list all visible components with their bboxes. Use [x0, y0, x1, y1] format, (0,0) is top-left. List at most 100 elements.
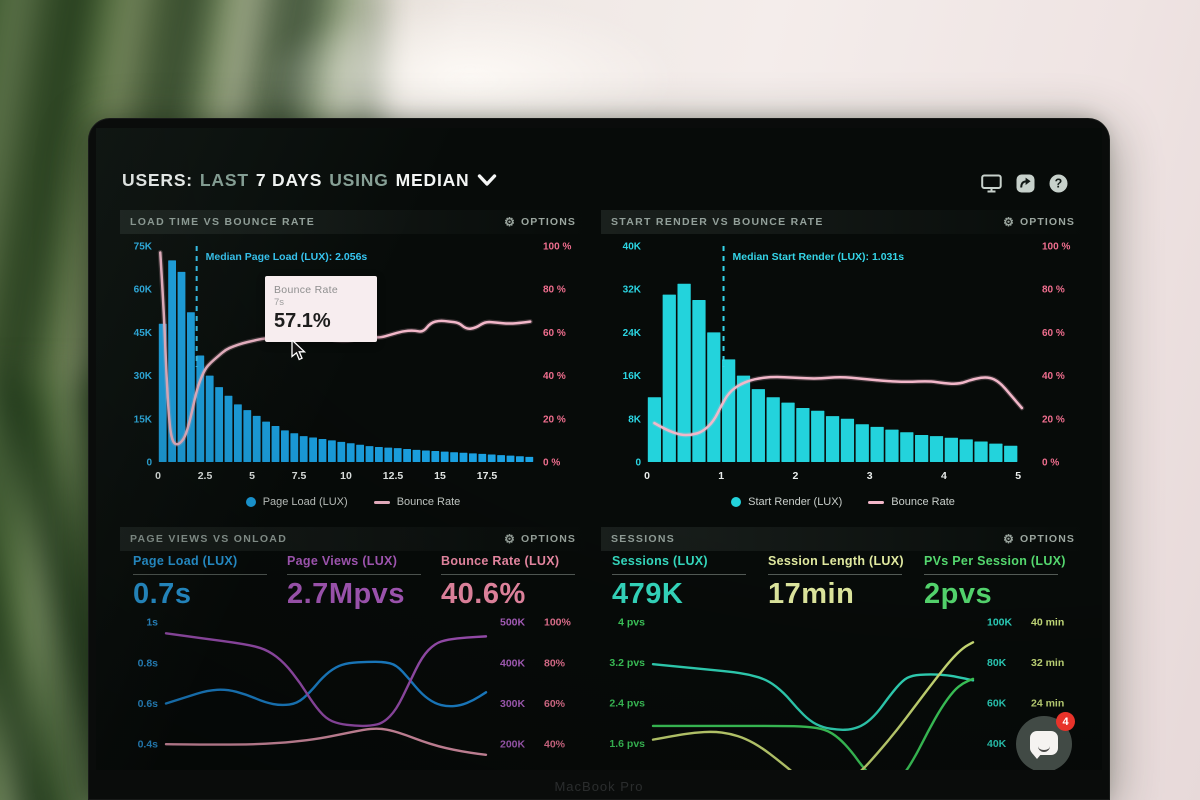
- chevron-down-icon: [477, 174, 496, 186]
- dashboard-screen: USERS: LAST 7 DAYS USING MEDIAN: [96, 128, 1102, 770]
- options-button[interactable]: ⚙ OPTIONS: [1003, 215, 1075, 229]
- sessions-chart[interactable]: 4 pvs 100K 40 min 3.2 pvs 80K 32 min 2.4 pvs 60…: [601, 612, 1085, 770]
- bar: [855, 424, 869, 462]
- svg-text:1.6 pvs: 1.6 pvs: [609, 738, 645, 750]
- svg-text:40 min: 40 min: [1031, 617, 1064, 629]
- svg-text:5: 5: [249, 470, 255, 482]
- svg-text:0: 0: [155, 470, 161, 482]
- svg-text:400K: 400K: [500, 657, 526, 669]
- median-label: Median Start Render (LUX): 1.031s: [733, 251, 905, 263]
- svg-text:0: 0: [146, 458, 152, 469]
- svg-text:40K: 40K: [987, 738, 1007, 750]
- chat-notification-badge: 4: [1056, 712, 1075, 731]
- bar: [915, 435, 929, 462]
- bar: [337, 441, 346, 462]
- chart-tooltip: Bounce Rate 7s 57.1%: [265, 276, 377, 342]
- bar: [205, 375, 214, 462]
- mouse-cursor: [291, 340, 306, 361]
- bar: [271, 426, 280, 462]
- legend-bounce-rate[interactable]: Bounce Rate: [868, 496, 955, 508]
- bar: [224, 395, 233, 462]
- load-time-chart[interactable]: 75K 60K 45K 30K 15K 0 100 % 80 % 60 % 40 % 20 % 0 %…: [120, 236, 586, 488]
- gear-icon: ⚙: [1003, 532, 1016, 546]
- legend-line: [868, 500, 885, 504]
- bar: [281, 430, 289, 462]
- bar: [422, 450, 430, 462]
- legend-dot: [245, 497, 256, 507]
- display-icon[interactable]: [981, 174, 1002, 193]
- histogram-bars: [647, 283, 1018, 462]
- bar: [328, 440, 336, 462]
- start-render-chart[interactable]: 40K 32K 24K 16K 8K 0 100 % 80 % 60 % 40 % 20 % 0 % 0…: [601, 236, 1085, 488]
- bar: [459, 452, 468, 462]
- bar: [516, 456, 524, 462]
- legend-start-render[interactable]: Start Render (LUX): [731, 496, 842, 508]
- metric-page-views: Page Views (LUX) 2.7Mpvs: [287, 554, 437, 611]
- chat-smile: [1038, 743, 1050, 752]
- panel-sessions: SESSIONS ⚙ OPTIONS Sessions (LUX) 479K S…: [601, 527, 1085, 770]
- metric-page-load: Page Load (LUX) 0.7s: [133, 554, 283, 611]
- options-button[interactable]: ⚙ OPTIONS: [1003, 532, 1075, 546]
- bar: [234, 404, 242, 462]
- bar: [309, 437, 317, 462]
- series-line: [651, 641, 975, 770]
- dashboard-title-dropdown[interactable]: USERS: LAST 7 DAYS USING MEDIAN: [122, 170, 497, 191]
- bar: [290, 433, 299, 462]
- svg-text:4: 4: [941, 470, 947, 482]
- title-users: USERS:: [122, 170, 193, 190]
- help-icon[interactable]: ?: [1049, 174, 1068, 193]
- bar: [1004, 445, 1018, 462]
- legend-page-load[interactable]: Page Load (LUX): [245, 496, 348, 508]
- svg-text:500K: 500K: [500, 617, 526, 629]
- onload-chart[interactable]: 1s 500K 100% 0.8s 400K 80% 0.6s 300K 60% 0.4s 200K…: [120, 612, 586, 770]
- svg-text:60K: 60K: [987, 698, 1007, 710]
- series-line: [164, 727, 488, 756]
- svg-text:0 %: 0 %: [543, 458, 560, 469]
- bar: [375, 447, 383, 462]
- bar: [811, 410, 825, 462]
- bar: [177, 271, 186, 462]
- panel-title: START RENDER VS BOUNCE RATE: [611, 216, 824, 228]
- svg-text:32 min: 32 min: [1031, 657, 1064, 669]
- bar: [944, 437, 958, 462]
- svg-text:2: 2: [793, 470, 799, 482]
- svg-text:8K: 8K: [628, 414, 642, 425]
- panel-start-render: START RENDER VS BOUNCE RATE ⚙ OPTIONS 40…: [601, 210, 1085, 510]
- gear-icon: ⚙: [504, 532, 517, 546]
- bar: [412, 449, 421, 462]
- tooltip-x-value: 7s: [274, 297, 285, 308]
- options-button[interactable]: ⚙ OPTIONS: [504, 532, 576, 546]
- share-icon[interactable]: [1016, 174, 1035, 193]
- gear-icon: ⚙: [504, 215, 517, 229]
- bar: [187, 312, 195, 462]
- svg-text:60 %: 60 %: [1042, 328, 1065, 339]
- options-button[interactable]: ⚙ OPTIONS: [504, 215, 576, 229]
- bar: [722, 359, 736, 462]
- svg-text:0.6s: 0.6s: [138, 698, 159, 710]
- bar: [900, 432, 914, 462]
- bar: [525, 456, 534, 462]
- tooltip-series: Bounce Rate: [274, 284, 339, 296]
- svg-text:24K: 24K: [623, 328, 642, 339]
- svg-text:40K: 40K: [623, 242, 642, 253]
- chat-bubble-tail: [1032, 753, 1042, 759]
- bar: [707, 332, 721, 462]
- bar: [318, 438, 327, 462]
- bar: [870, 426, 884, 462]
- series-line: [164, 660, 488, 708]
- svg-text:12.5: 12.5: [383, 470, 404, 482]
- bar: [989, 443, 1003, 462]
- metric-session-length: Session Length (LUX) 17min: [768, 554, 904, 610]
- bar: [929, 436, 944, 462]
- svg-text:300K: 300K: [500, 698, 526, 710]
- bar: [647, 397, 662, 462]
- chat-widget-button[interactable]: 4: [1016, 712, 1075, 770]
- svg-text:24 min: 24 min: [1031, 698, 1064, 710]
- legend-bounce-rate[interactable]: Bounce Rate: [373, 496, 460, 508]
- series-line: [651, 677, 975, 770]
- start-render-legend: Start Render (LUX) Bounce Rate: [601, 496, 1085, 508]
- svg-text:32K: 32K: [623, 285, 642, 296]
- series-line: [164, 632, 488, 728]
- bar: [440, 451, 449, 462]
- panel-load-time: LOAD TIME VS BOUNCE RATE ⚙ OPTIONS 75K 60…: [120, 210, 586, 510]
